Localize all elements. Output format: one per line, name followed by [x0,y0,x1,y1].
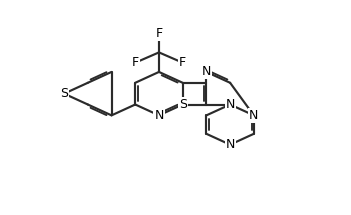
Text: N: N [225,138,235,151]
Text: S: S [60,87,68,100]
Text: N: N [225,98,235,111]
Text: N: N [249,109,258,122]
Text: F: F [179,56,186,69]
Text: N: N [154,109,164,122]
Text: F: F [155,28,163,40]
Text: N: N [202,65,211,78]
Text: S: S [179,98,187,111]
Text: F: F [132,56,139,69]
